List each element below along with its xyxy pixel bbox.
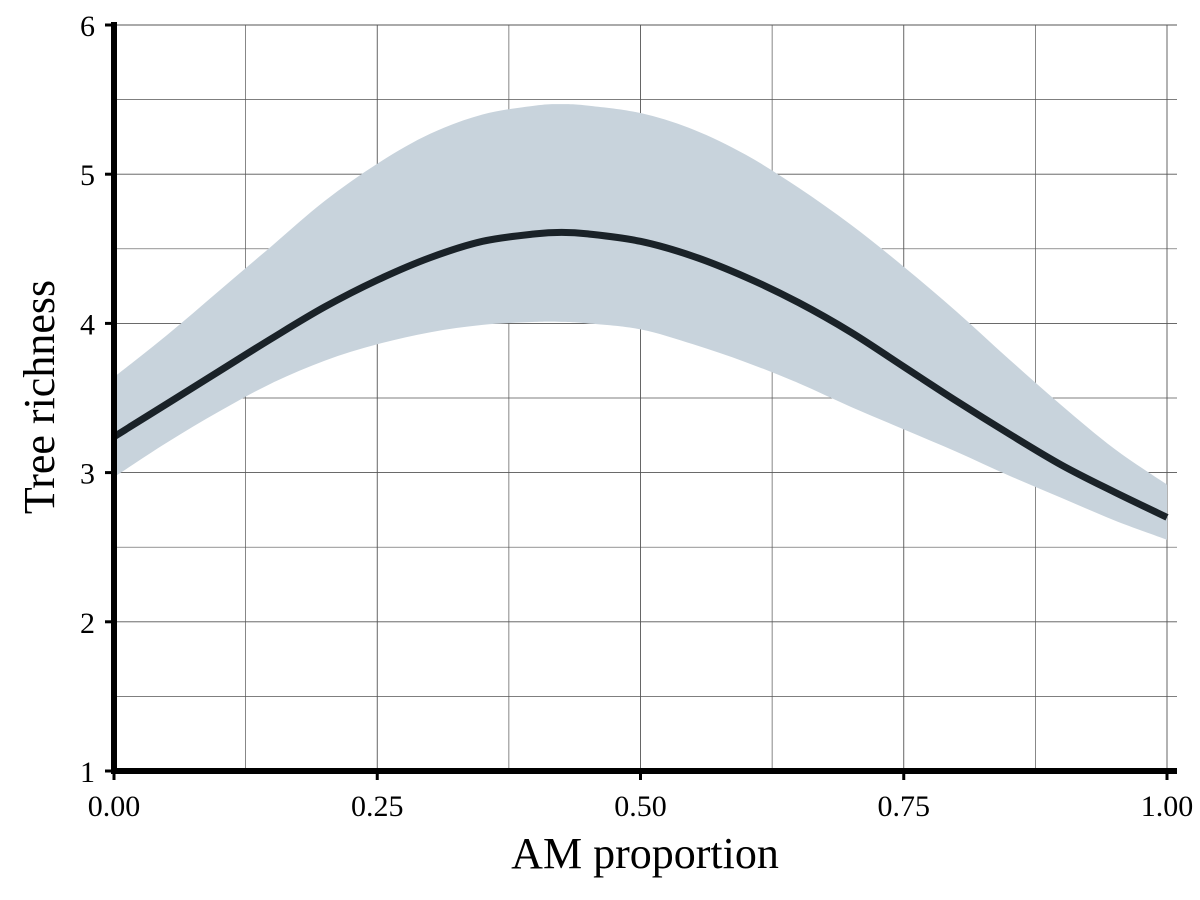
axes (105, 22, 1177, 780)
x-tick-label: 0.50 (614, 790, 667, 823)
tick-labels: 0.00 0.25 0.50 0.75 1.00 1 2 3 4 5 6 (80, 10, 1193, 823)
y-tick-label: 3 (80, 458, 95, 491)
x-tick-label: 1.00 (1141, 790, 1194, 823)
confidence-band-layer (114, 104, 1167, 540)
x-tick-label: 0.75 (878, 790, 931, 823)
y-tick-label: 6 (80, 10, 95, 43)
x-tick-label: 0.00 (88, 790, 141, 823)
y-tick-label: 5 (80, 159, 95, 192)
x-axis-title: AM proportion (511, 829, 779, 878)
fit-line-layer (112, 228, 1169, 521)
y-tick-label: 1 (80, 756, 95, 789)
y-tick-label: 2 (80, 607, 95, 640)
fit-line (112, 228, 1169, 521)
y-tick-label: 4 (80, 308, 95, 341)
confidence-band (114, 104, 1167, 540)
y-axis-title: Tree richness (15, 280, 64, 514)
x-tick-label: 0.25 (351, 790, 404, 823)
